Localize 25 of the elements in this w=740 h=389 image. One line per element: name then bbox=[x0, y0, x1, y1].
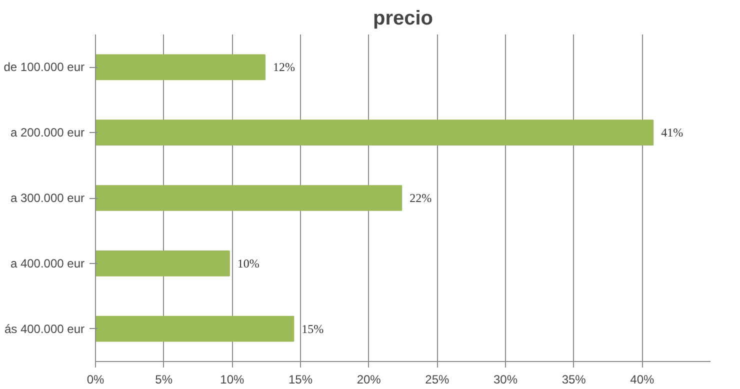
bar bbox=[96, 54, 266, 80]
y-tick-label: a 200.000 eur bbox=[10, 126, 85, 140]
x-tick-label: 35% bbox=[562, 372, 586, 386]
y-tick-label: ás 400.000 eur bbox=[4, 322, 85, 336]
data-label: 15% bbox=[302, 322, 324, 336]
x-tick-label: 15% bbox=[288, 372, 313, 386]
bar bbox=[96, 316, 294, 342]
data-label: 10% bbox=[237, 256, 260, 270]
x-tick-label: 10% bbox=[220, 372, 245, 386]
bar bbox=[96, 120, 654, 146]
x-tick-label: 30% bbox=[493, 372, 518, 386]
data-label: 22% bbox=[410, 191, 432, 205]
y-tick-label: a 400.000 eur bbox=[10, 256, 85, 270]
bar bbox=[96, 185, 402, 211]
data-label: 41% bbox=[661, 126, 684, 140]
x-tick-label: 0% bbox=[86, 372, 104, 386]
y-tick-label: de 100.000 eur bbox=[4, 60, 85, 74]
x-tick-label: 25% bbox=[425, 372, 450, 386]
x-tick-label: 20% bbox=[356, 372, 382, 386]
bar bbox=[96, 250, 230, 276]
y-tick-label: a 300.000 eur bbox=[10, 191, 85, 205]
data-label: 12% bbox=[272, 60, 295, 74]
x-tick-label: 5% bbox=[155, 372, 173, 386]
chart-title: precio bbox=[372, 8, 434, 30]
x-tick-label: 40% bbox=[630, 372, 655, 386]
